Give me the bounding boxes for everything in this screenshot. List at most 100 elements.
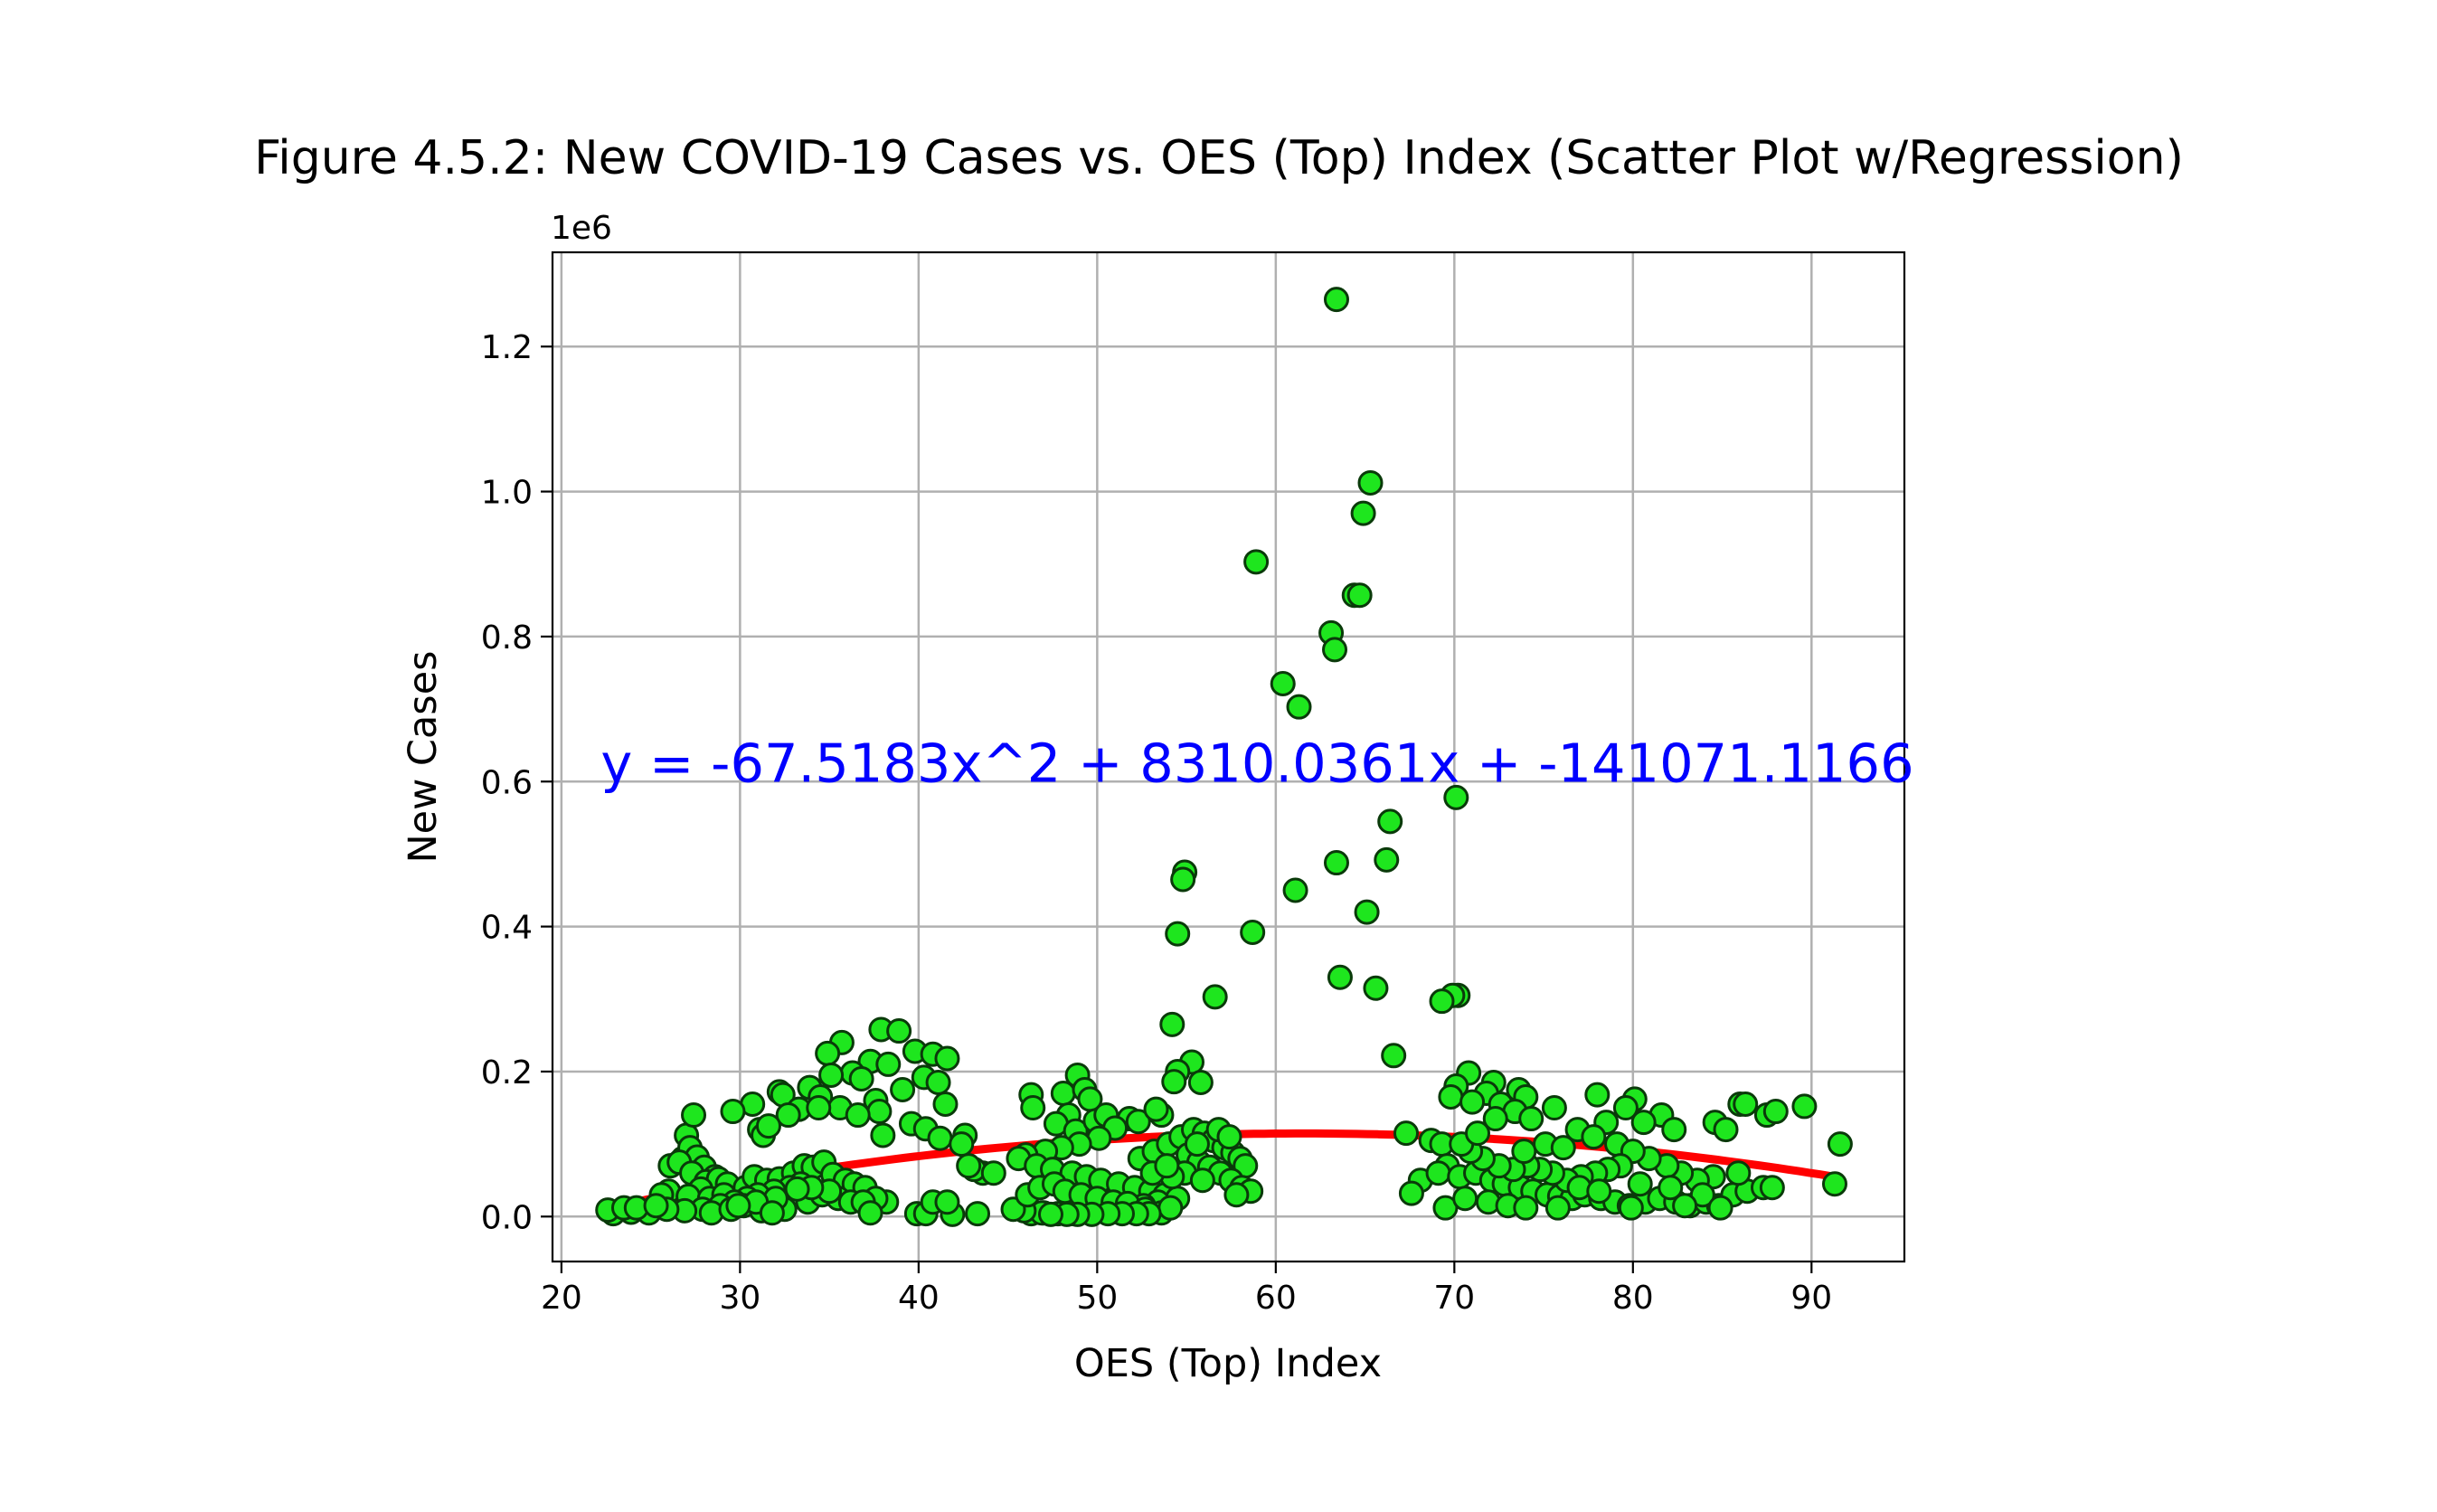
y-tick-label: 0.4 — [481, 910, 533, 947]
data-point — [1270, 671, 1296, 697]
chart-title: Figure 4.5.2: New COVID-19 Cases vs. OES… — [254, 131, 2184, 185]
data-point — [1381, 1043, 1407, 1069]
data-point — [890, 1076, 916, 1102]
data-point — [725, 1193, 751, 1219]
x-tick-label: 50 — [1076, 1280, 1118, 1317]
data-point — [965, 1201, 991, 1227]
data-point — [1216, 1124, 1242, 1150]
data-point — [1581, 1124, 1607, 1150]
data-point — [934, 1189, 960, 1215]
data-point — [1630, 1110, 1657, 1136]
data-point — [1374, 846, 1400, 873]
data-point — [720, 1099, 746, 1125]
data-points — [595, 287, 1853, 1227]
x-tick-label: 40 — [898, 1280, 940, 1317]
data-point — [1363, 975, 1389, 1001]
data-point — [1584, 1082, 1610, 1108]
data-point — [1544, 1195, 1571, 1221]
data-point — [755, 1113, 781, 1139]
data-point — [1518, 1106, 1544, 1132]
x-tick-label: 80 — [1612, 1280, 1654, 1317]
y-tick-label: 1.0 — [481, 475, 533, 512]
data-point — [1170, 866, 1196, 893]
data-point — [1286, 694, 1312, 720]
y-tick-label: 0.6 — [481, 764, 533, 801]
data-point — [818, 1062, 845, 1088]
data-point — [1189, 1167, 1215, 1194]
data-point — [875, 1051, 902, 1077]
data-point — [1282, 877, 1308, 903]
data-point — [1821, 1171, 1847, 1197]
data-point — [1184, 1131, 1210, 1158]
data-point — [1202, 984, 1228, 1010]
data-point — [1759, 1175, 1785, 1201]
data-point — [857, 1200, 883, 1226]
data-point — [1513, 1195, 1539, 1221]
data-point — [845, 1102, 871, 1129]
data-point — [1707, 1195, 1733, 1221]
data-point — [1429, 988, 1455, 1015]
x-tick-label: 30 — [719, 1280, 760, 1317]
x-axis: 20 30 40 50 60 70 80 90 — [541, 1262, 1832, 1317]
data-point — [1762, 1099, 1789, 1125]
data-point — [1425, 1160, 1451, 1186]
data-point — [1020, 1095, 1046, 1121]
x-tick-label: 90 — [1790, 1280, 1832, 1317]
data-point — [1612, 1095, 1639, 1121]
data-point — [1827, 1131, 1853, 1158]
data-point — [1464, 1120, 1490, 1147]
data-point — [1733, 1091, 1759, 1118]
data-point — [1618, 1195, 1644, 1221]
data-point — [870, 1122, 896, 1148]
data-point — [927, 1125, 953, 1151]
data-point — [866, 1099, 893, 1125]
data-point — [980, 1160, 1006, 1186]
data-point — [1586, 1178, 1612, 1205]
data-point — [1393, 1120, 1420, 1147]
data-point — [1323, 287, 1349, 313]
data-point — [1143, 1096, 1169, 1122]
data-point — [1350, 500, 1376, 526]
data-point — [1157, 1195, 1184, 1221]
data-point — [848, 1065, 874, 1091]
x-axis-label: OES (Top) Index — [1074, 1341, 1382, 1386]
data-point — [815, 1040, 841, 1066]
data-point — [1050, 1081, 1076, 1106]
x-tick-label: 70 — [1433, 1280, 1475, 1317]
data-point — [1658, 1175, 1684, 1201]
data-point — [1689, 1182, 1715, 1208]
data-point — [1165, 921, 1191, 947]
data-point — [1159, 1011, 1185, 1037]
data-point — [886, 1018, 912, 1044]
data-point — [1713, 1117, 1739, 1143]
data-point — [1323, 850, 1349, 876]
data-point — [1354, 899, 1380, 925]
data-point — [1725, 1160, 1752, 1186]
data-point — [759, 1200, 785, 1226]
data-point — [1398, 1180, 1424, 1206]
data-point — [1346, 582, 1373, 609]
data-point — [784, 1176, 810, 1202]
data-point — [1223, 1182, 1250, 1208]
y-tick-label: 1.2 — [481, 329, 533, 366]
data-point — [1125, 1109, 1151, 1135]
data-point — [775, 1102, 801, 1129]
data-point — [925, 1069, 951, 1095]
plot-frame — [551, 250, 1906, 1263]
data-point — [1357, 469, 1384, 496]
data-point — [1037, 1201, 1063, 1227]
data-point — [956, 1153, 982, 1179]
data-point — [1672, 1193, 1698, 1219]
data-point — [1511, 1139, 1537, 1165]
data-point — [1550, 1135, 1576, 1161]
data-point — [1452, 1186, 1478, 1212]
data-point — [932, 1091, 959, 1118]
y-tick-label: 0.8 — [481, 619, 533, 657]
data-point — [643, 1193, 669, 1219]
data-point — [1187, 1069, 1214, 1095]
y-offset-label: 1e6 — [551, 210, 612, 247]
x-tick-label: 60 — [1255, 1280, 1297, 1317]
data-point — [1322, 637, 1348, 663]
data-point — [949, 1131, 975, 1158]
